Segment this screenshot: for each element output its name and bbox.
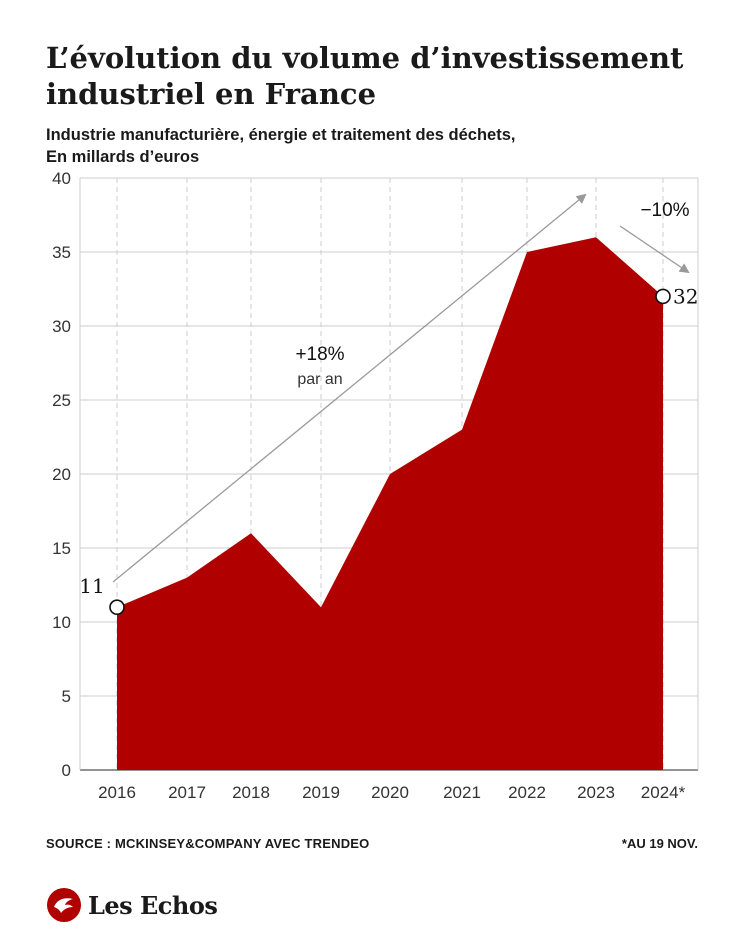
x-tick-label: 2021 [443,783,481,802]
y-tick-label: 25 [52,391,71,410]
subtitle-line-1: Industrie manufacturière, énergie et tra… [46,126,516,144]
axis-layer: 0 5 10 15 20 25 30 35 40 2016 2017 2018 2019 2020 2021… [52,169,686,802]
end-value-label: 32 [673,284,698,308]
x-tick-label: 2016 [98,783,136,802]
start-point-marker [109,599,125,616]
start-value-label: 11 [79,574,104,598]
y-tick-label: 5 [62,687,71,706]
decline-trend-arrow [619,225,690,274]
y-tick-label: 30 [52,317,71,336]
y-tick-label: 15 [52,539,71,558]
growth-sub-label: par an [297,371,342,388]
decline-percent-label: −10% [640,200,689,221]
y-tick-label: 10 [52,613,71,632]
y-tick-label: 0 [62,761,71,780]
brand-name: Les Echos [88,890,218,920]
end-point-marker [655,288,671,305]
x-tick-label: 2019 [302,783,340,802]
y-tick-label: 40 [52,169,71,188]
x-tick-label: 2024* [641,783,686,802]
annotation-layer: 11 32 +18% par an −10% [79,193,698,616]
x-tick-label: 2018 [232,783,270,802]
x-tick-label: 2017 [168,783,206,802]
chart-title: L’évolution du volume d’investissement i… [46,41,684,111]
les-echos-logo-icon [47,888,81,922]
y-tick-label: 20 [52,465,71,484]
footnote: *AU 19 NOV. [621,836,698,851]
x-tick-label: 2022 [508,783,546,802]
chart-subtitle: Industrie manufacturière, énergie et tra… [46,124,726,168]
x-tick-label: 2020 [371,783,409,802]
growth-trend-arrow [112,193,587,583]
subtitle-line-2: En millards d’euros [46,148,200,166]
area-series [117,237,663,770]
x-tick-label: 2023 [577,783,615,802]
source-note: SOURCE : MCKINSEY&COMPANY AVEC TRENDEO [46,836,370,851]
growth-percent-label: +18% [295,344,344,365]
brand-logo: Les Echos [46,885,218,925]
y-tick-label: 35 [52,243,71,262]
